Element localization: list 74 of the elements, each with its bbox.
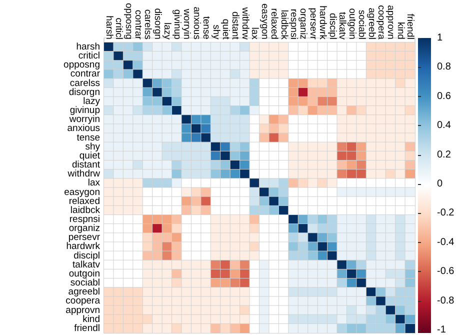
- color-bar-label: 0.8: [437, 62, 452, 73]
- x-tick-label: respnsi: [288, 8, 300, 40]
- x-tick-label: discipl: [326, 13, 338, 40]
- color-bar-label: -0.4: [437, 236, 455, 248]
- x-tick-label: agreebl: [366, 8, 377, 40]
- x-tick-label: carelss: [142, 9, 154, 40]
- x-tick-label: criticl: [113, 18, 124, 40]
- y-tick-label: friendl: [74, 322, 100, 334]
- color-bar-label: 1: [437, 32, 443, 44]
- y-tick-label: coopera: [66, 296, 101, 307]
- y-tick-label: sociabl: [70, 278, 100, 289]
- y-tick-label: disorgn: [68, 86, 100, 98]
- y-tick-label: worryin: [68, 114, 100, 126]
- x-tick-label: quiet: [220, 18, 231, 40]
- x-tick-label: laidbck: [278, 10, 290, 40]
- y-tick-label: givinup: [70, 105, 100, 116]
- x-tick-label: outgoin: [346, 8, 358, 40]
- y-tick-label: respnsi: [69, 214, 100, 226]
- y-tick-label: tense: [76, 132, 100, 144]
- x-tick-label: distant: [230, 11, 241, 40]
- y-tick-label: relaxed: [68, 196, 100, 207]
- y-tick-label: quiet: [79, 150, 100, 162]
- y-tick-label: withdrw: [66, 168, 100, 180]
- x-tick-label: hardwrk: [317, 6, 328, 40]
- x-tick-label: opposng: [122, 3, 134, 40]
- x-tick-label: relaxed: [268, 8, 280, 40]
- x-tick-label: givinup: [171, 9, 182, 40]
- y-tick-label: approvn: [66, 304, 100, 316]
- color-bar-label: -0.2: [437, 208, 455, 219]
- y-tick-label: lax: [88, 178, 100, 189]
- x-tick-label: easygon: [258, 4, 270, 40]
- y-tick-label: hardwrk: [66, 241, 100, 252]
- x-tick-label: contrar: [132, 10, 144, 40]
- y-tick-label: discipl: [74, 250, 100, 262]
- color-bar-label: -0.8: [437, 295, 455, 306]
- y-tick-label: laidbck: [70, 204, 100, 216]
- color-bar-label: 0.6: [437, 90, 452, 102]
- y-tick-label: anxious: [67, 123, 100, 134]
- x-tick-label: talkatv: [336, 12, 348, 40]
- x-tick-label: organiz: [298, 8, 309, 40]
- color-bar-label: 0.2: [437, 149, 452, 160]
- y-tick-label: kind: [82, 314, 100, 325]
- y-tick-label: organiz: [68, 223, 100, 234]
- x-tick-label: worryin: [181, 8, 192, 40]
- x-tick-label: persevr: [307, 8, 318, 40]
- y-tick-label: agreebl: [68, 286, 100, 298]
- y-tick-label: harsh: [76, 41, 100, 52]
- y-tick-label: criticl: [78, 50, 100, 62]
- color-bar-label: -0.6: [437, 266, 455, 278]
- y-tick-label: outgoin: [68, 268, 100, 280]
- x-tick-label: friendl: [404, 14, 416, 40]
- y-tick-label: talkatv: [72, 259, 100, 270]
- y-tick-label: easygon: [64, 186, 100, 198]
- x-tick-label: approvn: [385, 5, 396, 40]
- x-tick-label: anxious: [190, 6, 202, 40]
- x-tick-label: lazy: [162, 22, 173, 40]
- x-tick-label: sociabl: [356, 10, 368, 40]
- x-tick-label: coopera: [375, 5, 386, 40]
- x-tick-label: kind: [394, 22, 406, 40]
- x-tick-label: disorgn: [152, 8, 163, 40]
- x-tick-label: lax: [249, 27, 260, 40]
- x-tick-label: tense: [200, 16, 212, 40]
- y-tick-label: carelss: [70, 78, 100, 89]
- y-tick-label: lazy: [83, 96, 100, 107]
- y-tick-label: contrar: [70, 68, 100, 80]
- x-tick-label: shy: [210, 24, 222, 40]
- color-bar-label: 0: [437, 178, 443, 190]
- x-tick-label: withdrw: [239, 6, 250, 40]
- y-tick-label: distant: [72, 160, 100, 171]
- color-bar-label: 0.4: [437, 120, 452, 132]
- color-bar-label: -1: [437, 324, 446, 335]
- y-tick-label: persevr: [68, 232, 100, 244]
- y-tick-label: opposng: [64, 60, 100, 71]
- y-tick-label: shy: [85, 141, 100, 152]
